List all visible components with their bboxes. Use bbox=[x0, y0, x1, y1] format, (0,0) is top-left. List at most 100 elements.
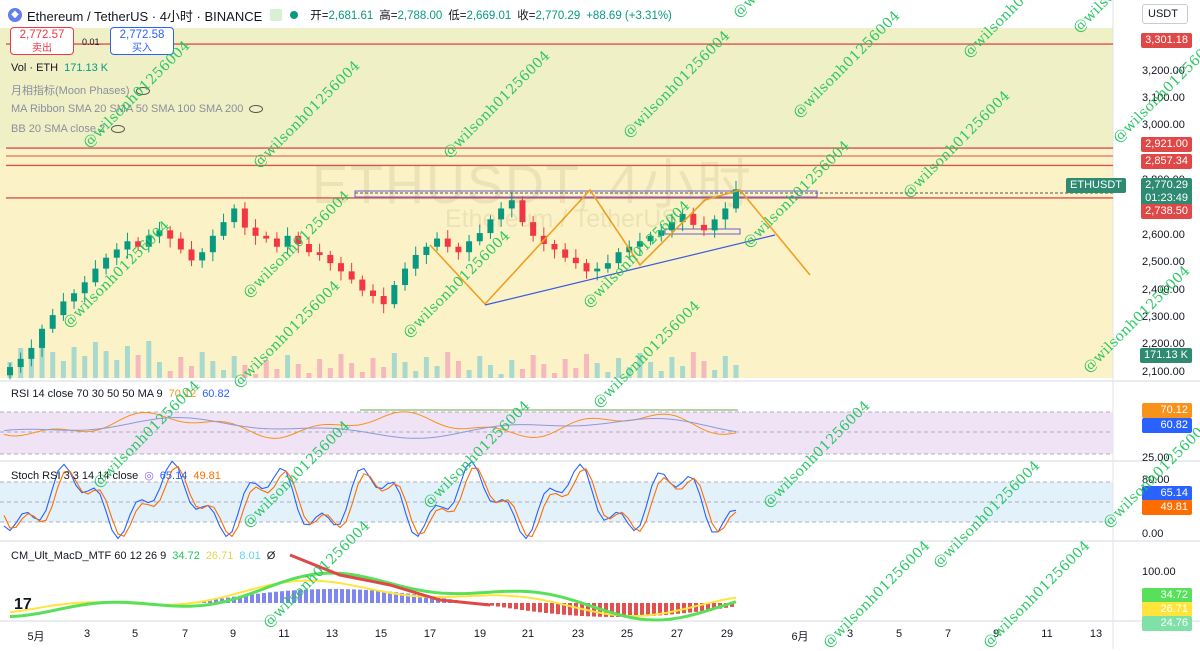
date-tick[interactable]: 7 bbox=[945, 628, 951, 640]
date-tick[interactable]: 29 bbox=[721, 628, 733, 640]
price-tick[interactable]: 2,100.00 bbox=[1142, 366, 1185, 378]
volume-bar bbox=[659, 371, 664, 378]
hidden-eye-icon[interactable] bbox=[249, 105, 263, 113]
price-tick[interactable]: 3,000.00 bbox=[1142, 119, 1185, 131]
macd-histogram-bar bbox=[628, 603, 632, 617]
date-tick[interactable]: 6月 bbox=[791, 628, 808, 644]
candle-body bbox=[423, 247, 429, 255]
volume-bar bbox=[573, 368, 578, 378]
date-tick[interactable]: 25 bbox=[621, 628, 633, 640]
macd-histogram-bar bbox=[262, 593, 266, 603]
volume-bar bbox=[285, 355, 290, 378]
volume-bar bbox=[669, 357, 674, 378]
volume-bar bbox=[274, 369, 279, 378]
volume-bar bbox=[317, 359, 322, 378]
rsi-badge: 70.12 bbox=[1142, 403, 1192, 418]
volume-bar bbox=[531, 355, 536, 378]
price-badge-2921: 2,921.00 bbox=[1141, 137, 1192, 152]
buy-button[interactable]: 2,772.58 买入 bbox=[110, 27, 174, 55]
volume-bar bbox=[413, 371, 418, 378]
volume-bar bbox=[61, 361, 66, 378]
candle-body bbox=[701, 225, 707, 230]
candle-body bbox=[124, 241, 130, 249]
date-tick[interactable]: 13 bbox=[326, 628, 338, 640]
candle-body bbox=[455, 247, 461, 252]
date-tick[interactable]: 21 bbox=[522, 628, 534, 640]
macd-histogram-bar bbox=[538, 603, 542, 612]
date-tick[interactable]: 3 bbox=[84, 628, 90, 640]
candle-body bbox=[18, 359, 24, 367]
candle-body bbox=[413, 255, 419, 269]
price-badge-2857: 2,857.34 bbox=[1141, 154, 1192, 169]
date-tick[interactable]: 9 bbox=[230, 628, 236, 640]
volume-bar bbox=[488, 365, 493, 378]
date-tick[interactable]: 17 bbox=[424, 628, 436, 640]
price-tick[interactable]: 2,600.00 bbox=[1142, 229, 1185, 241]
candle-body bbox=[434, 239, 440, 247]
volume-bar bbox=[691, 352, 696, 378]
macd-badge-a: 34.72 bbox=[1142, 588, 1192, 603]
buy-label: 买入 bbox=[111, 42, 173, 55]
candle-body bbox=[71, 293, 77, 301]
macd-tick[interactable]: 100.00 bbox=[1142, 566, 1176, 578]
volume-bar bbox=[712, 370, 717, 378]
date-tick[interactable]: 7 bbox=[182, 628, 188, 640]
candle-body bbox=[178, 239, 184, 250]
candle-body bbox=[445, 239, 451, 247]
date-tick[interactable]: 19 bbox=[474, 628, 486, 640]
volume-bar bbox=[445, 352, 450, 378]
volume-bar bbox=[424, 357, 429, 378]
date-tick[interactable]: 11 bbox=[1041, 628, 1052, 640]
candle-body bbox=[338, 263, 344, 271]
candle-body bbox=[327, 255, 333, 263]
volume-bar bbox=[200, 352, 205, 378]
sell-button[interactable]: 2,772.57 卖出 bbox=[10, 27, 74, 55]
candle-body bbox=[189, 249, 195, 260]
date-tick[interactable]: 15 bbox=[375, 628, 387, 640]
volume-bar bbox=[734, 365, 739, 378]
candle-body bbox=[370, 291, 376, 296]
volume-bar bbox=[349, 363, 354, 378]
refresh-icon: ◎ bbox=[144, 470, 154, 482]
macd-histogram-bar bbox=[268, 592, 272, 603]
date-tick[interactable]: 11 bbox=[278, 628, 289, 640]
volume-bar bbox=[381, 367, 386, 378]
macd-histogram-bar bbox=[322, 589, 326, 603]
macd-histogram-bar bbox=[490, 603, 494, 606]
date-tick[interactable]: 5 bbox=[896, 628, 902, 640]
macd-histogram-bar bbox=[316, 589, 320, 603]
price-badge-2738: 2,738.50 bbox=[1141, 204, 1192, 219]
macd-histogram-bar bbox=[634, 603, 638, 617]
candle-body bbox=[573, 258, 579, 263]
date-tick[interactable]: 23 bbox=[572, 628, 584, 640]
macd-histogram-bar bbox=[352, 589, 356, 603]
symbol-title[interactable]: Ethereum / TetherUS · 4小时 · BINANCE bbox=[27, 6, 262, 25]
date-tick[interactable]: 27 bbox=[671, 628, 683, 640]
candle-body bbox=[92, 269, 98, 283]
candle-body bbox=[466, 241, 472, 252]
volume-bar bbox=[595, 363, 600, 378]
stoch-tick[interactable]: 0.00 bbox=[1142, 528, 1163, 540]
date-tick[interactable]: 13 bbox=[1090, 628, 1102, 640]
macd-histogram-bar bbox=[640, 603, 644, 616]
market-status-icon bbox=[270, 9, 282, 21]
candle-body bbox=[103, 258, 109, 269]
macd-histogram-bar bbox=[250, 594, 254, 603]
volume-bar bbox=[371, 358, 376, 378]
candle-body bbox=[199, 252, 205, 260]
macd-histogram-bar bbox=[508, 603, 512, 608]
date-tick[interactable]: 5月 bbox=[27, 628, 44, 644]
macd-histogram-bar bbox=[526, 603, 530, 611]
candle-body bbox=[242, 208, 248, 227]
macd-histogram-bar bbox=[334, 589, 338, 603]
candle-body bbox=[349, 271, 355, 279]
date-tick[interactable]: 5 bbox=[132, 628, 138, 640]
volume-bar bbox=[157, 362, 162, 378]
macd-histogram-bar bbox=[556, 603, 560, 614]
currency-select[interactable]: USDT bbox=[1142, 4, 1188, 24]
live-dot-icon bbox=[290, 11, 298, 19]
macd-histogram-bar bbox=[328, 589, 332, 603]
price-badge-3301: 3,301.18 bbox=[1141, 33, 1192, 48]
